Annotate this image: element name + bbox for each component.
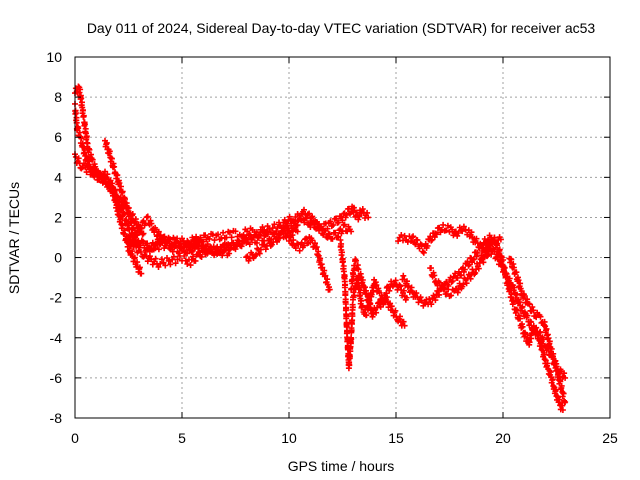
y-tick-label: -4 [50, 330, 63, 346]
series-track-8 [243, 206, 355, 264]
axes: 0 5 10 15 20 25 -8 -6 -4 -2 0 2 4 6 8 10 [46, 49, 618, 446]
plot-frame [74, 56, 611, 419]
x-tick-label: 20 [495, 430, 511, 446]
y-tick-label: 10 [46, 49, 62, 65]
x-tick-label: 0 [71, 430, 79, 446]
series-track-2 [72, 151, 141, 247]
y-tick-label: 0 [54, 250, 62, 266]
data-markers [123, 226, 271, 270]
x-tick-label: 5 [178, 430, 186, 446]
series-track-10 [337, 237, 410, 372]
data-markers [399, 238, 496, 309]
y-tick-label: -6 [50, 370, 63, 386]
series-layer [72, 83, 569, 413]
data-markers [506, 255, 569, 406]
x-tick-label: 15 [388, 430, 404, 446]
x-tick-label: 25 [602, 430, 618, 446]
x-tick-label: 10 [281, 430, 297, 446]
y-axis-label: SDTVAR / TECUs [6, 182, 22, 294]
y-tick-label: 4 [54, 169, 62, 185]
x-axis-label: GPS time / hours [288, 458, 395, 474]
y-tick-label: 8 [54, 89, 62, 105]
series-track-11 [348, 256, 408, 329]
y-tick-label: -2 [50, 290, 63, 306]
y-tick-label: 6 [54, 129, 62, 145]
data-markers [72, 151, 141, 247]
series-track-13 [399, 238, 496, 309]
data-markers [243, 206, 355, 264]
series-track-17 [506, 255, 569, 406]
series-track-5 [123, 226, 271, 270]
series-track-9 [281, 224, 333, 293]
y-tick-label: 2 [54, 209, 62, 225]
chart-title: Day 011 of 2024, Sidereal Day-to-day VTE… [87, 20, 596, 36]
data-markers [281, 224, 333, 293]
data-markers [348, 256, 408, 329]
data-markers [337, 237, 410, 372]
y-tick-label: -8 [50, 410, 63, 426]
grid [75, 57, 610, 418]
